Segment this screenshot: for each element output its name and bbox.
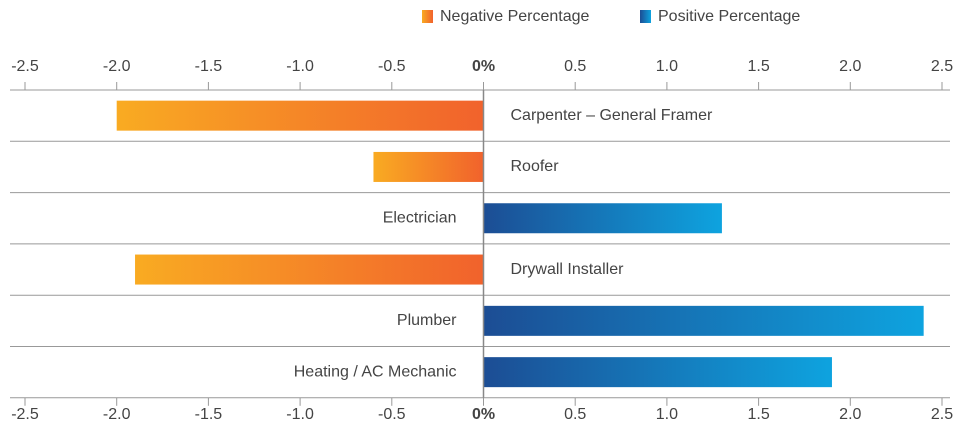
category-label: Plumber <box>397 312 457 329</box>
x-tick-label: 2.5 <box>931 58 953 75</box>
category-label: Heating / AC Mechanic <box>294 363 457 380</box>
x-tick-label: 2.0 <box>839 406 861 423</box>
x-tick-label: -1.5 <box>195 406 223 423</box>
x-tick-label: 2.0 <box>839 58 861 75</box>
x-tick-label: 1.5 <box>747 58 769 75</box>
legend-swatch <box>640 10 651 23</box>
x-tick-label: 1.0 <box>656 58 678 75</box>
x-tick-label: -1.0 <box>286 58 314 75</box>
category-label: Carpenter – General Framer <box>511 107 714 124</box>
category-label: Electrician <box>383 209 457 226</box>
legend-label: Positive Percentage <box>658 8 800 25</box>
x-tick-label: -2.5 <box>11 58 39 75</box>
category-label: Roofer <box>511 158 560 175</box>
x-tick-label: -1.0 <box>286 406 314 423</box>
x-tick-label: 0% <box>472 406 495 423</box>
x-tick-label: -1.5 <box>195 58 223 75</box>
bar <box>483 305 924 336</box>
x-tick-label: -2.0 <box>103 58 131 75</box>
x-tick-label: 2.5 <box>931 406 953 423</box>
category-label: Drywall Installer <box>511 261 625 278</box>
x-tick-label: -2.0 <box>103 406 131 423</box>
legend-swatch <box>422 10 433 23</box>
x-tick-label: 0.5 <box>564 406 586 423</box>
x-tick-label: -2.5 <box>11 406 39 423</box>
bar <box>116 100 484 131</box>
bar <box>483 203 722 234</box>
bar <box>135 254 484 285</box>
bar <box>373 151 484 182</box>
x-tick-label: 0.5 <box>564 58 586 75</box>
x-tick-label: -0.5 <box>378 58 406 75</box>
x-tick-label: -0.5 <box>378 406 406 423</box>
x-tick-label: 0% <box>472 58 495 75</box>
legend-label: Negative Percentage <box>440 8 590 25</box>
x-tick-label: 1.5 <box>747 406 769 423</box>
x-tick-label: 1.0 <box>656 406 678 423</box>
bar <box>483 357 832 388</box>
